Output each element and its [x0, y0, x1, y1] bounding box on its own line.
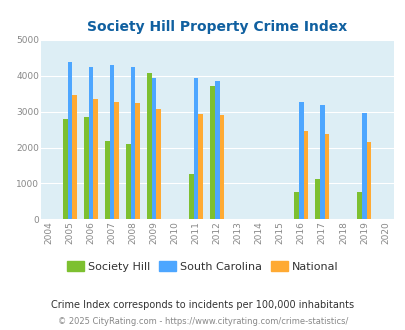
- Bar: [114, 102, 119, 219]
- Bar: [294, 192, 298, 219]
- Bar: [356, 192, 361, 219]
- Bar: [151, 78, 156, 219]
- Bar: [84, 117, 89, 219]
- Bar: [130, 67, 135, 219]
- Title: Society Hill Property Crime Index: Society Hill Property Crime Index: [87, 20, 347, 34]
- Bar: [68, 62, 72, 219]
- Bar: [105, 141, 109, 219]
- Bar: [303, 131, 307, 219]
- Bar: [147, 73, 151, 219]
- Bar: [361, 113, 366, 219]
- Bar: [135, 103, 140, 219]
- Bar: [126, 144, 130, 219]
- Bar: [319, 105, 324, 219]
- Text: © 2025 CityRating.com - https://www.cityrating.com/crime-statistics/: © 2025 CityRating.com - https://www.city…: [58, 317, 347, 326]
- Bar: [156, 109, 161, 219]
- Text: Crime Index corresponds to incidents per 100,000 inhabitants: Crime Index corresponds to incidents per…: [51, 300, 354, 310]
- Bar: [298, 102, 303, 219]
- Bar: [194, 79, 198, 219]
- Bar: [72, 95, 77, 219]
- Bar: [89, 67, 93, 219]
- Bar: [315, 179, 319, 219]
- Bar: [324, 134, 328, 219]
- Bar: [214, 81, 219, 219]
- Bar: [219, 115, 224, 219]
- Bar: [63, 119, 68, 219]
- Bar: [210, 86, 214, 219]
- Bar: [109, 65, 114, 219]
- Bar: [366, 143, 371, 219]
- Legend: Society Hill, South Carolina, National: Society Hill, South Carolina, National: [62, 257, 343, 277]
- Bar: [189, 174, 194, 219]
- Bar: [198, 114, 202, 219]
- Bar: [93, 99, 98, 219]
